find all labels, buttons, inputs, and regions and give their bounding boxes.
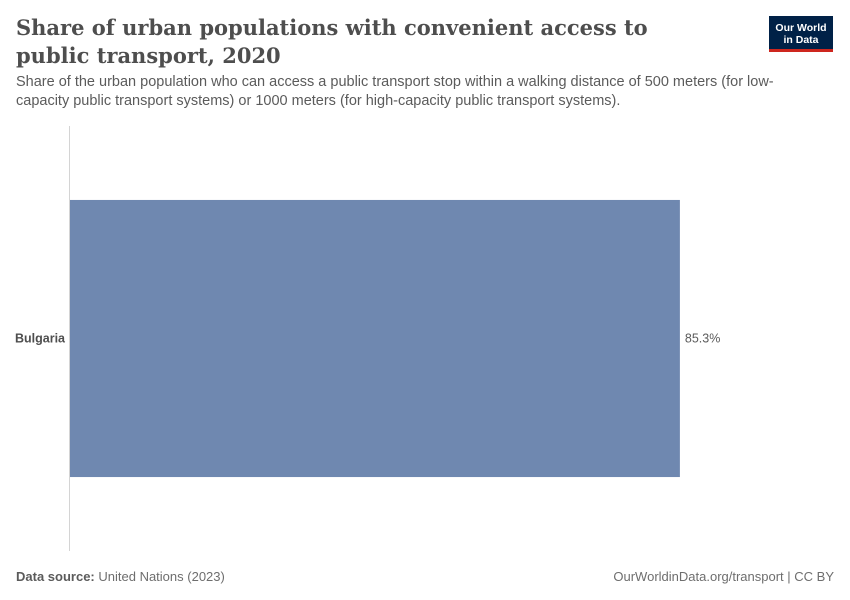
logo-line-2: in Data bbox=[783, 33, 819, 46]
data-source: Data source: United Nations (2023) bbox=[16, 569, 225, 584]
chart-subtitle: Share of the urban population who can ac… bbox=[16, 74, 774, 109]
data-source-label: Data source: bbox=[16, 569, 95, 584]
chart-title: Share of urban populations with convenie… bbox=[16, 15, 648, 68]
value-label: 85.3% bbox=[685, 332, 720, 346]
bar-bulgaria[interactable] bbox=[70, 199, 680, 478]
logo-line-1: Our World bbox=[775, 21, 827, 34]
footer-link[interactable]: OurWorldinData.org/transport | CC BY bbox=[613, 569, 834, 584]
bars-group: Bulgaria 85.3% bbox=[15, 199, 720, 478]
category-label: Bulgaria bbox=[15, 332, 66, 346]
data-source-value[interactable]: United Nations (2023) bbox=[98, 569, 225, 584]
owid-logo[interactable]: Our World in Data bbox=[769, 16, 833, 52]
